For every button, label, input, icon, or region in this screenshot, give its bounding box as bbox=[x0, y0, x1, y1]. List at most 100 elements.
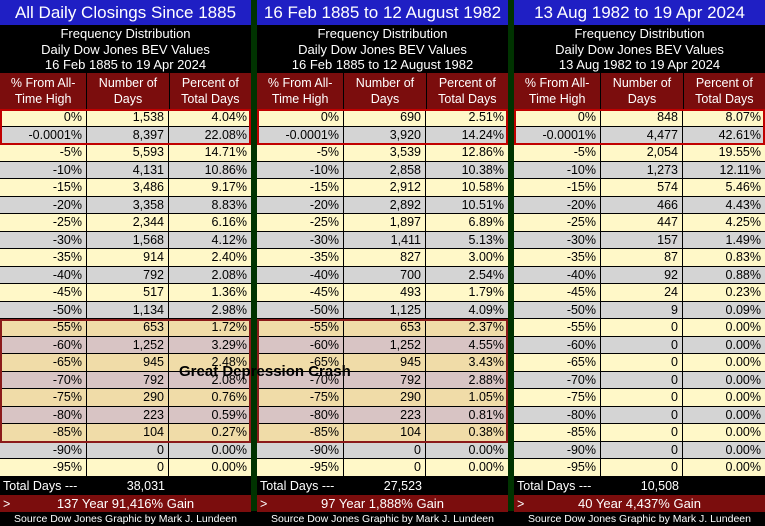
table-row: -10% 2,858 10.38% bbox=[257, 161, 508, 179]
table-cell: 0% bbox=[0, 109, 87, 126]
table-title: All Daily Closings Since 1885 bbox=[0, 0, 251, 25]
table-row: -65% 945 2.48% bbox=[0, 354, 251, 372]
table-cell: 0.23% bbox=[725, 285, 761, 299]
table-cell: 0.09% bbox=[725, 302, 761, 317]
table-cell: 0% bbox=[257, 109, 344, 126]
table-cell: 0.00% bbox=[468, 460, 504, 474]
column-header: Number of Days bbox=[601, 73, 684, 109]
table-cell: 2,912 bbox=[344, 179, 426, 196]
table-row: -10% 4,131 10.86% bbox=[0, 161, 251, 179]
table-cell: 5,593 bbox=[87, 144, 169, 161]
table-cell: -5% bbox=[0, 144, 87, 161]
panel-divider-right bbox=[508, 0, 514, 511]
table-cell: -65% bbox=[0, 354, 87, 371]
table-cell: 792 bbox=[344, 371, 426, 388]
table-row: -50% 1,134 2.98% bbox=[0, 301, 251, 319]
table-cell: 87 bbox=[601, 249, 683, 266]
table-cell: 1.72% bbox=[211, 320, 247, 334]
table-row: -30% 1,568 4.12% bbox=[0, 231, 251, 249]
table-cell: 24 bbox=[601, 284, 683, 301]
column-header: Number of Days bbox=[344, 73, 427, 109]
table-row: -35% 827 3.00% bbox=[257, 249, 508, 267]
table-cell: 9 bbox=[601, 301, 683, 318]
table-cell: 3.43% bbox=[468, 355, 504, 369]
table-cell: 0.88% bbox=[725, 267, 761, 282]
subtitle-line: Daily Dow Jones BEV Values bbox=[41, 41, 210, 57]
table-cell: 3.00% bbox=[468, 250, 504, 264]
table-cell: 0 bbox=[601, 424, 683, 441]
table-cell: -90% bbox=[514, 441, 601, 458]
table-cell: -35% bbox=[257, 249, 344, 266]
table-cell: -25% bbox=[0, 214, 87, 231]
table-cell: -35% bbox=[0, 249, 87, 266]
table-row: -25% 1,897 6.89% bbox=[257, 214, 508, 232]
table-cell: 2.88% bbox=[468, 372, 504, 387]
source-credit: Source Dow Jones Graphic by Mark J. Lund… bbox=[257, 511, 508, 526]
table-cell: 0 bbox=[601, 354, 683, 371]
table-cell: 8,397 bbox=[87, 126, 169, 143]
table-cell: 5.46% bbox=[725, 180, 761, 194]
table-row: 0% 1,538 4.04% bbox=[0, 109, 251, 127]
table-row: -70% 0 0.00% bbox=[514, 371, 765, 389]
table-row: -15% 3,486 9.17% bbox=[0, 179, 251, 197]
total-row: Total Days ---> 10,508 bbox=[514, 477, 765, 511]
column-header: % From All-Time High bbox=[514, 73, 602, 109]
table-row: -45% 493 1.79% bbox=[257, 284, 508, 302]
table-cell: -85% bbox=[0, 424, 87, 441]
table-row: -60% 1,252 4.55% bbox=[257, 336, 508, 354]
table-cell: 4.43% bbox=[725, 197, 761, 212]
table-cell: 5.13% bbox=[468, 232, 504, 247]
table-cell: 2,858 bbox=[344, 161, 426, 178]
table-row: -80% 0 0.00% bbox=[514, 406, 765, 424]
table-row: -20% 3,358 8.83% bbox=[0, 196, 251, 214]
table-cell: 0.00% bbox=[468, 442, 504, 457]
table-row: -85% 104 0.27% bbox=[0, 424, 251, 442]
table-cell: 2.54% bbox=[468, 267, 504, 282]
table-cell: 2.98% bbox=[211, 302, 247, 317]
table-cell: -95% bbox=[514, 459, 601, 476]
table-row: -75% 0 0.00% bbox=[514, 389, 765, 407]
table-cell: 0 bbox=[601, 459, 683, 476]
table-cell: 2,344 bbox=[87, 214, 169, 231]
table-row: -85% 0 0.00% bbox=[514, 424, 765, 442]
table-cell: -45% bbox=[0, 284, 87, 301]
table-cell: -55% bbox=[257, 319, 344, 336]
table-cell: 10.86% bbox=[204, 162, 247, 177]
table-cell: -60% bbox=[257, 336, 344, 353]
table-row: -5% 3,539 12.86% bbox=[257, 144, 508, 162]
table-cell: -50% bbox=[0, 301, 87, 318]
table-cell: -15% bbox=[257, 179, 344, 196]
table-cell: 792 bbox=[87, 266, 169, 283]
table-cell: 1.49% bbox=[725, 232, 761, 247]
table-cell: 4.25% bbox=[725, 215, 761, 229]
total-label: Total Days ---> bbox=[3, 478, 78, 511]
table-cell: 1,538 bbox=[87, 109, 169, 126]
table-cell: 19.55% bbox=[718, 145, 761, 159]
total-spacer bbox=[169, 477, 251, 495]
table-row: -95% 0 0.00% bbox=[0, 459, 251, 477]
table-cell: 12.86% bbox=[461, 145, 504, 159]
table-cell: 3,358 bbox=[87, 196, 169, 213]
table-cell: 157 bbox=[601, 231, 683, 248]
table-cell: 447 bbox=[601, 214, 683, 231]
table-row: -80% 223 0.59% bbox=[0, 406, 251, 424]
table-cell: 1,897 bbox=[344, 214, 426, 231]
table-cell: 0 bbox=[87, 441, 169, 458]
table-cell: 6.89% bbox=[468, 215, 504, 229]
table-cell: 0 bbox=[601, 406, 683, 423]
table-cell: 92 bbox=[601, 266, 683, 283]
table-cell: 2,054 bbox=[601, 144, 683, 161]
total-spacer bbox=[426, 477, 508, 495]
table-row: -90% 0 0.00% bbox=[257, 441, 508, 459]
table-cell: 792 bbox=[87, 371, 169, 388]
table-cell: -30% bbox=[0, 231, 87, 248]
table-cell: -5% bbox=[514, 144, 601, 161]
table-cell: 6.16% bbox=[211, 215, 247, 229]
table-cell: 14.71% bbox=[204, 145, 247, 159]
table-cell: -10% bbox=[514, 161, 601, 178]
table-cell: 290 bbox=[344, 389, 426, 406]
table-cell: -10% bbox=[257, 161, 344, 178]
table-row: -25% 447 4.25% bbox=[514, 214, 765, 232]
table-cell: -90% bbox=[0, 441, 87, 458]
table-row: -90% 0 0.00% bbox=[0, 441, 251, 459]
